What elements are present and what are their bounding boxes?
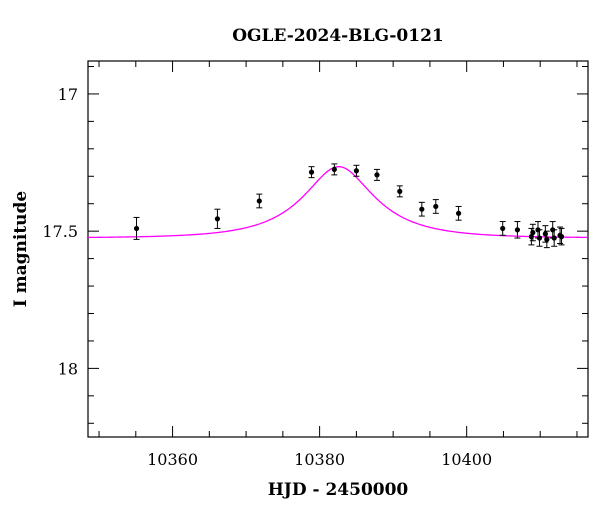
plot-frame (87, 60, 589, 438)
x-tick-label: 10360 (147, 450, 198, 469)
data-point (551, 235, 557, 241)
x-axis-title: HJD - 2450000 (268, 480, 409, 500)
plot-area: 10360 10380 10400 17 17.5 18 (42, 60, 589, 469)
data-point (433, 203, 439, 210)
model-curve (88, 166, 588, 239)
data-point (544, 236, 550, 242)
data-point (353, 168, 359, 174)
data-point (514, 227, 521, 233)
y-tick-label: 17 (58, 85, 78, 104)
data-point (256, 198, 262, 204)
y-tick-label: 17.5 (42, 222, 78, 241)
data-point (308, 169, 315, 175)
chart-title: OGLE-2024-BLG-0121 (232, 26, 444, 46)
data-point (214, 216, 221, 222)
x-tick-label: 10380 (294, 450, 345, 469)
data-point (419, 206, 425, 212)
data-point (331, 166, 337, 173)
y-axis-title: I magnitude (11, 191, 31, 308)
data-point (530, 229, 536, 236)
data-point (133, 225, 140, 232)
data-point (500, 225, 506, 232)
data-point (374, 172, 380, 178)
data-point (558, 234, 565, 240)
data-point (455, 210, 462, 216)
x-tick-label: 10400 (441, 450, 492, 469)
data-point (536, 235, 543, 241)
data-point (397, 188, 403, 194)
y-tick-label: 18 (58, 359, 78, 378)
